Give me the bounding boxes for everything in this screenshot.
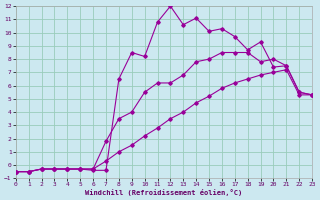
- X-axis label: Windchill (Refroidissement éolien,°C): Windchill (Refroidissement éolien,°C): [85, 189, 243, 196]
